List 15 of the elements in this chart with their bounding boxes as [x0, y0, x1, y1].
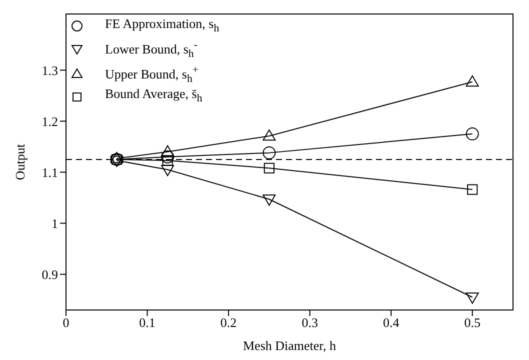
x-tick-label: 0.2	[220, 315, 237, 330]
y-tick-label: 1	[52, 216, 58, 231]
x-tick-label: 0.3	[302, 315, 318, 330]
x-axis-title: Mesh Diameter, h	[243, 338, 336, 353]
x-tick-label: 0.5	[464, 315, 480, 330]
x-tick-label: 0	[62, 315, 70, 330]
y-tick-label: 1.2	[42, 114, 58, 129]
x-tick-label: 0.1	[139, 315, 156, 330]
legend-label: FE Approximation, s$_{h}$	[105, 16, 220, 37]
y-tick-label: 1.3	[42, 62, 58, 78]
y-tick-label: 0.9	[42, 266, 58, 282]
y-tick-label: 1.1	[42, 164, 58, 180]
x-tick-label: 0.4	[382, 315, 400, 330]
y-axis-title: Output	[12, 144, 28, 180]
legend-label: Bound Average, s̄$_{h}$	[105, 86, 202, 108]
